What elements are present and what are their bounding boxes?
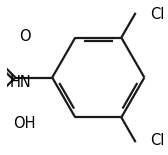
Text: Cl: Cl	[150, 7, 164, 22]
Text: OH: OH	[13, 116, 36, 131]
Text: Cl: Cl	[150, 133, 164, 148]
Text: O: O	[19, 29, 30, 44]
Text: HN: HN	[10, 75, 32, 90]
